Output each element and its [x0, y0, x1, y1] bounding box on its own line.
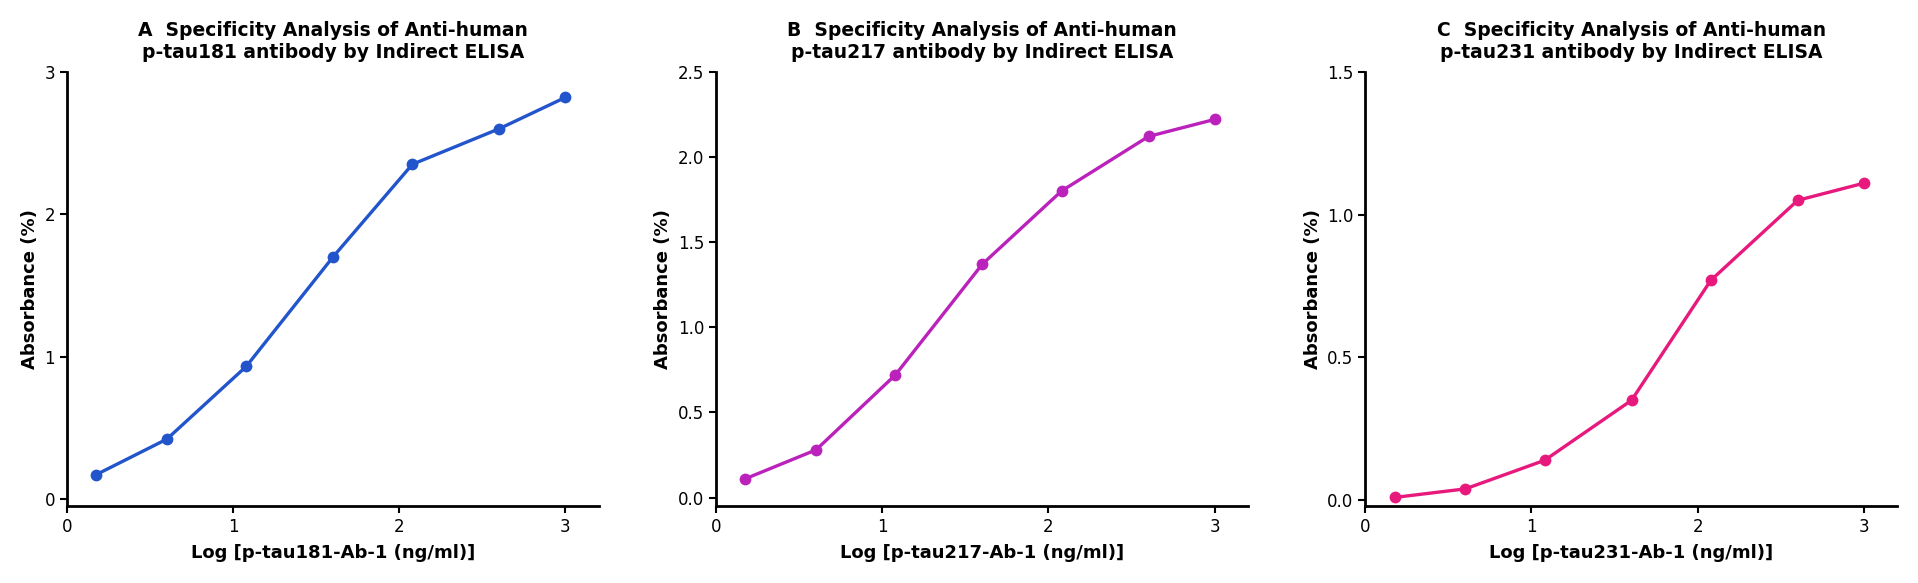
Point [1529, 456, 1559, 465]
Point [81, 470, 111, 479]
Point [800, 445, 830, 455]
Point [550, 93, 581, 102]
Point [397, 160, 428, 169]
Point [1782, 196, 1813, 205]
Point [967, 259, 997, 269]
Point [1450, 484, 1481, 494]
Point [1696, 276, 1726, 285]
Title: C  Specificity Analysis of Anti-human
p-tau231 antibody by Indirect ELISA: C Specificity Analysis of Anti-human p-t… [1437, 21, 1826, 62]
Point [1849, 178, 1880, 188]
Point [1134, 132, 1164, 141]
X-axis label: Log [p-tau231-Ab-1 (ng/ml)]: Log [p-tau231-Ab-1 (ng/ml)] [1488, 544, 1774, 562]
Title: A  Specificity Analysis of Anti-human
p-tau181 antibody by Indirect ELISA: A Specificity Analysis of Anti-human p-t… [138, 21, 527, 62]
X-axis label: Log [p-tau217-Ab-1 (ng/ml)]: Log [p-tau217-Ab-1 (ng/ml)] [840, 544, 1124, 562]
Point [731, 474, 761, 483]
Point [230, 362, 261, 371]
Point [1617, 396, 1648, 405]
Y-axis label: Absorbance (%): Absorbance (%) [21, 209, 38, 369]
Y-axis label: Absorbance (%): Absorbance (%) [1304, 209, 1322, 369]
X-axis label: Log [p-tau181-Ab-1 (ng/ml)]: Log [p-tau181-Ab-1 (ng/ml)] [190, 544, 476, 562]
Point [1199, 115, 1229, 124]
Title: B  Specificity Analysis of Anti-human
p-tau217 antibody by Indirect ELISA: B Specificity Analysis of Anti-human p-t… [786, 21, 1178, 62]
Point [483, 124, 514, 134]
Point [152, 434, 182, 444]
Point [1047, 187, 1078, 196]
Point [318, 252, 349, 262]
Point [880, 370, 911, 380]
Y-axis label: Absorbance (%): Absorbance (%) [654, 209, 673, 369]
Point [1379, 493, 1410, 502]
